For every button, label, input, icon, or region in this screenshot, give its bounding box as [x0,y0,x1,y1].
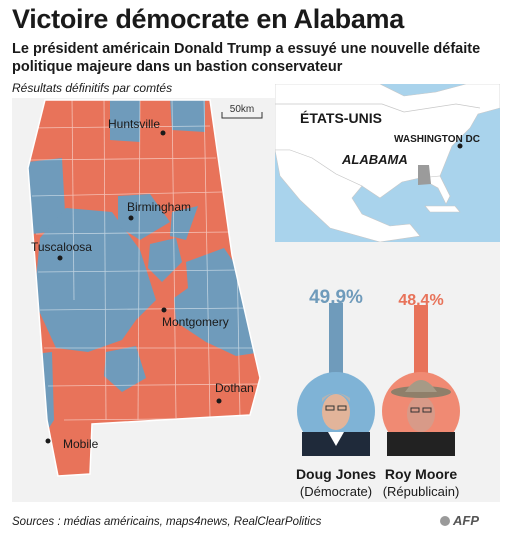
us-locator-map: ÉTATS-UNIS WASHINGTON DC ALABAMA [275,84,500,242]
city-label-mobile: Mobile [63,437,99,451]
country-label: ÉTATS-UNIS [300,110,382,126]
state-label: ALABAMA [341,152,408,167]
cuba-landmass [424,205,461,213]
city-label-huntsville: Huntsville [108,117,160,131]
moore-portrait [387,380,455,456]
scale-label: 50km [230,104,254,115]
page-title: Victoire démocrate en Alabama [12,4,404,34]
city-label-tuscaloosa: Tuscaloosa [31,240,92,254]
moore-party: (Républicain) [383,484,460,499]
city-dot-dothan [216,398,222,404]
vote-bar-jones [329,303,343,378]
city-dot-huntsville [160,130,166,136]
mexico-landmass [275,149,421,242]
jones-portrait [302,393,370,456]
city-dot-tuscaloosa [57,255,63,261]
alabama-locator [418,165,431,185]
alabama-outline [27,99,261,477]
city-label-dothan: Dothan [215,381,254,395]
jones-name: Doug Jones [296,466,376,482]
vote-bar-moore [414,305,428,378]
sources-note: Sources : médias américains, maps4news, … [12,516,322,528]
city-dot-montgomery [161,307,167,313]
candidate-moore: 48,4% Roy Moore (Républicain) [382,292,460,499]
afp-logo-text: AFP [453,513,479,528]
results-label: Résultats définitifs par comtés [12,81,173,95]
washington-dc-dot [457,143,463,149]
jones-party: (Démocrate) [300,484,372,499]
city-dot-mobile [45,438,51,444]
afp-logo: AFP [440,513,479,528]
jones-percent: 49,9% [309,287,363,308]
results-chart: 49,9% Doug Jones (Démocrate) 48,4% Roy M… [296,287,460,499]
city-dot-birmingham [128,215,134,221]
city-label-montgomery: Montgomery [162,315,229,329]
florida-peninsula [419,175,451,205]
us-canada-border [275,103,481,113]
page-subtitle: Le président américain Donald Trump a es… [12,41,481,75]
moore-name: Roy Moore [385,466,458,482]
county-borders [29,100,260,421]
city-markers: Huntsville Birmingham Tuscaloosa Montgom… [31,117,254,451]
alabama-county-map: 50km Huntsville Birmingham Tuscaloosa Mo… [27,99,263,477]
capital-label: WASHINGTON DC [394,134,480,145]
moore-percent: 48,4% [398,292,443,309]
candidate-jones: 49,9% Doug Jones (Démocrate) [296,287,376,499]
afp-logo-icon [440,516,450,526]
city-label-birmingham: Birmingham [127,200,191,214]
scale-bar: 50km [221,104,263,119]
